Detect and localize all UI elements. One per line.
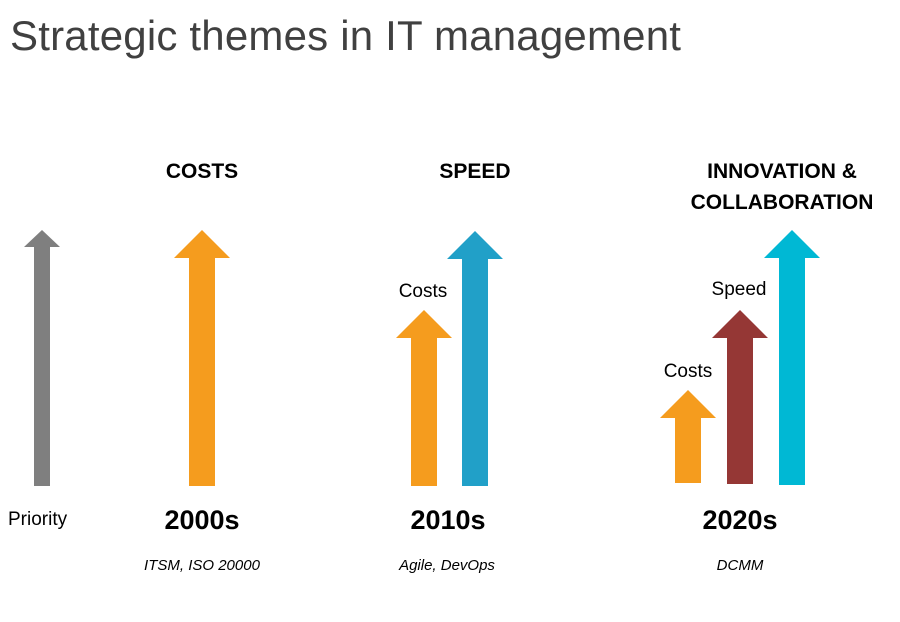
heading-costs: COSTS xyxy=(165,160,239,183)
heading-speed: SPEED xyxy=(439,160,511,183)
label-2010s-costs: Costs xyxy=(398,281,448,302)
decade-2000s: 2000s xyxy=(164,505,240,535)
label-2020s-speed: Speed xyxy=(711,279,767,300)
arrow-2010s-speed-shape xyxy=(447,231,503,486)
arrow-2020s-innovation xyxy=(764,230,820,485)
arrow-2000s-costs-shape xyxy=(174,230,230,486)
heading-innovation-collaboration: INNOVATION & COLLABORATION xyxy=(662,156,900,218)
priority-axis-arrow xyxy=(24,230,60,486)
frameworks-2010s: Agile, DevOps xyxy=(399,557,495,574)
heading-line-1: INNOVATION & xyxy=(707,160,857,183)
frameworks-2000s: ITSM, ISO 20000 xyxy=(144,557,260,574)
arrow-2020s-costs xyxy=(660,390,716,483)
frameworks-2020s: DCMM xyxy=(716,557,764,574)
label-2020s-costs: Costs xyxy=(663,361,713,382)
arrow-2020s-innovation-shape xyxy=(764,230,820,485)
arrow-2020s-speed xyxy=(712,310,768,484)
arrow-2000s-costs xyxy=(174,230,230,486)
priority-axis-arrow-shape xyxy=(24,230,60,486)
heading-line-2: COLLABORATION xyxy=(690,191,874,214)
decade-2020s: 2020s xyxy=(702,505,778,535)
decade-2010s: 2010s xyxy=(410,505,486,535)
arrow-2020s-costs-shape xyxy=(660,390,716,483)
slide-title: Strategic themes in IT management xyxy=(10,12,682,59)
arrow-2010s-costs xyxy=(396,310,452,486)
arrow-2010s-speed xyxy=(447,231,503,486)
arrow-2020s-speed-shape xyxy=(712,310,768,484)
arrow-2010s-costs-shape xyxy=(396,310,452,486)
priority-label: Priority xyxy=(8,509,68,530)
